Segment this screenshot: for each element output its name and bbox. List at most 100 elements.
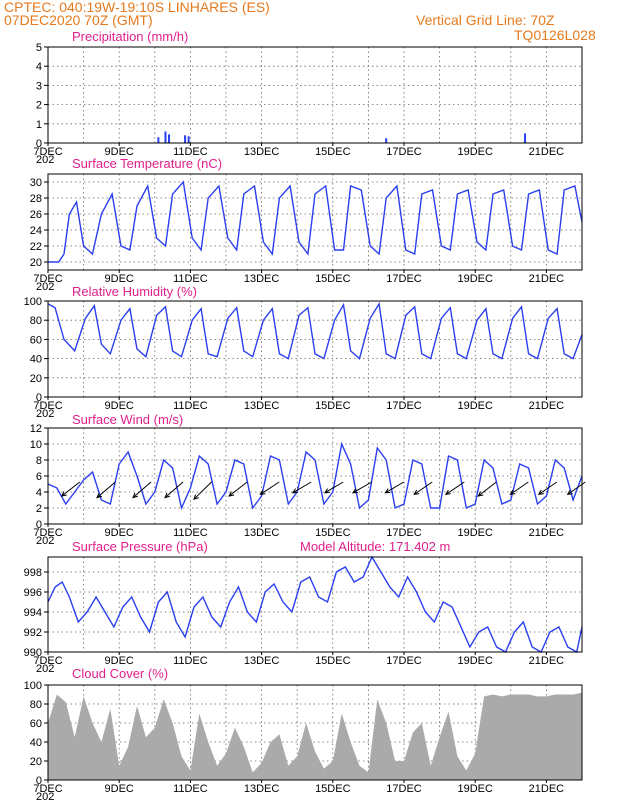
wind-vector-head [60,491,67,497]
temp-year-label: 202 [36,281,54,293]
precip-ytick-label: 2 [36,100,42,112]
rh-xtick-label: 17DEC [386,400,422,412]
pressure-year-label: 202 [36,663,54,675]
cloud-xtick-label: 21DEC [529,783,565,795]
wind-vector-shaft [96,481,116,498]
wind-vector-shaft [538,481,558,495]
wind-vector [413,481,433,496]
pressure-panel: 990 992 994 996 998 7DEC 9DEC 11DEC 13DEC 15DEC 17… [24,555,583,675]
wind-vector-head [132,492,138,499]
wind-vector [477,481,497,497]
precip-ytick-label: 1 [36,119,42,131]
wind-vector [96,481,116,499]
temp-xtick-label: 13DEC [244,273,280,285]
cloud-ytick-label: 20 [30,756,42,768]
precip-title: Precipitation (mm/h) [72,29,188,44]
wind-vector-head [259,489,266,496]
temp-xtick-label: 17DEC [386,273,422,285]
header-run-date: 07DEC2020 70Z (GMT) [4,12,153,28]
wind-vector-shaft [193,481,212,500]
wind-vector-head [351,488,358,494]
precip-ytick-label: 4 [36,61,42,73]
precip-frame [47,46,583,144]
wind-vector-head [566,489,573,496]
precip-xtick-label: 15DEC [315,146,351,158]
wind-xtick-label: 13DEC [244,527,280,539]
wind-vector [291,481,312,494]
cloud-year-label: 202 [36,791,54,800]
wind-ytick-label: 4 [36,487,42,499]
precip-year-label: 202 [36,154,54,166]
wind-vector [323,481,344,494]
cloud-panel: 0 20 40 60 80 100 7DEC 9DEC 11DEC 13DEC 15DEC 17DEC… [24,680,583,800]
pressure-xtick-label: 13DEC [244,655,280,667]
cloud-xtick-label: 11DEC [173,783,208,795]
pressure-line [47,555,583,654]
wind-vector-shaft [324,481,344,494]
wind-vector-head [444,489,451,496]
rh-ytick-label: 20 [30,373,42,385]
wind-xtick-label: 17DEC [386,527,422,539]
wind-vector-head [477,491,484,497]
wind-line [47,441,583,511]
temp-xtick-label: 15DEC [315,273,351,285]
rh-xtick-label: 7DEC [33,400,62,412]
rh-ytick-label: 100 [24,296,42,308]
wind-panel: 0 2 4 6 8 10 12 7DEC 9DEC 11DEC 13DEC 15DEC 17DEC 19D… [30,423,586,547]
temp-ytick-label: 22 [30,241,42,253]
wind-year-label: 202 [36,535,54,547]
cloud-xtick-label: 7DEC [33,783,62,795]
temp-xtick-label: 9DEC [105,273,134,285]
wind-vector [384,481,405,494]
rh-xtick-label: 15DEC [315,400,351,412]
wind-vector-shaft [132,481,152,498]
wind-vector-shaft [228,481,248,497]
temp-ytick-label: 20 [30,257,42,269]
cloud-ytick-label: 40 [30,737,42,749]
rh-year-label: 202 [36,408,54,420]
temp-frame [47,173,583,271]
wind-xtick-label: 9DEC [105,527,134,539]
rh-ytick-label: 40 [30,354,42,366]
wind-vector [351,481,372,494]
precip-xtick-label: 17DEC [386,146,422,158]
rh-ytick-label: 80 [30,315,42,327]
wind-vector [60,481,81,497]
rh-xtick-label: 21DEC [529,400,565,412]
rh-ytick-label: 0 [36,392,42,404]
pressure-annotation: Model Altitude: 171.402 m [300,539,450,554]
pressure-xtick-label: 19DEC [457,655,493,667]
wind-xtick-label: 19DEC [457,527,493,539]
wind-xtick-label: 11DEC [173,527,208,539]
wind-vector-shaft [292,481,312,494]
precip-panel: 0 1 2 3 4 5 7DEC 9DEC 11DEC 13DEC 15DEC 17DEC 19DEC 2… [33,42,583,166]
temp-ytick-label: 24 [30,225,42,237]
pressure-frame [47,556,583,653]
precip-ytick-label: 3 [36,80,42,92]
pressure-ytick-label: 998 [24,567,42,579]
pressure-xtick-label: 7DEC [33,655,62,667]
temp-xtick-label: 11DEC [173,273,208,285]
header-grid-note: Vertical Grid Line: 70Z [416,12,555,28]
rh-title: Relative Humidity (%) [72,284,197,299]
wind-vector-shaft [260,481,280,495]
precip-bar [164,131,167,143]
precip-xtick-label: 7DEC [33,146,62,158]
wind-ytick-label: 12 [30,423,42,435]
cloud-xtick-label: 17DEC [386,783,422,795]
pressure-title: Surface Pressure (hPa) [72,539,208,554]
pressure-xtick-label: 11DEC [173,655,208,667]
wind-ytick-label: 10 [30,439,42,451]
rh-xtick-label: 11DEC [173,400,208,412]
wind-vector [164,481,184,499]
precip-xtick-label: 13DEC [244,146,280,158]
temp-ytick-label: 28 [30,193,42,205]
cloud-xtick-label: 15DEC [315,783,351,795]
rh-xtick-label: 19DEC [457,400,493,412]
wind-vector-shaft [510,481,529,495]
temp-title: Surface Temperature (nC) [72,156,222,171]
cloud-ytick-label: 0 [36,775,42,787]
pressure-ytick-label: 996 [24,587,42,599]
wind-vector [228,481,248,497]
